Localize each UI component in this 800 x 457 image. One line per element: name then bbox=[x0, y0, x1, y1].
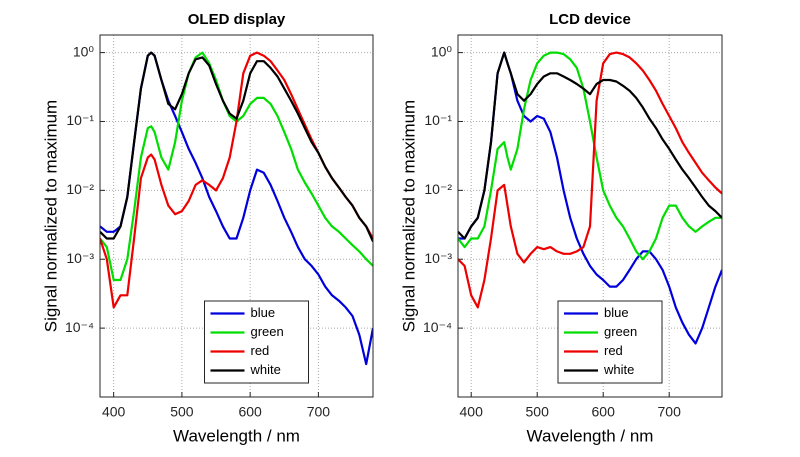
legend-label: red bbox=[251, 343, 270, 358]
legend-label: green bbox=[604, 324, 637, 339]
x-tick-label: 600 bbox=[592, 404, 616, 420]
y-tick-label: 10⁻² bbox=[66, 181, 94, 197]
y-tick-label: 10⁰ bbox=[73, 43, 95, 59]
x-tick-label: 700 bbox=[307, 404, 331, 420]
axes-box bbox=[99, 34, 374, 398]
legend-label: white bbox=[250, 362, 281, 377]
y-tick-label: 10⁻¹ bbox=[66, 112, 94, 128]
legend-label: blue bbox=[604, 305, 629, 320]
legend-label: red bbox=[604, 343, 623, 358]
y-tick-label: 10⁻⁴ bbox=[423, 319, 452, 335]
x-axis-label: Wavelength / nm bbox=[527, 426, 654, 445]
y-tick-label: 10⁻¹ bbox=[424, 112, 452, 128]
y-axis-label: Signal normalized to maximum bbox=[41, 100, 60, 332]
series-line bbox=[458, 51, 722, 261]
x-tick-label: 400 bbox=[460, 404, 484, 420]
series-line bbox=[100, 51, 373, 243]
y-tick-label: 10⁻³ bbox=[424, 250, 452, 266]
chart-panel: 10⁻⁴ 10⁻³ 10⁻² 10⁻¹ 10⁰ 400 500 600 700 LCD devic… bbox=[399, 11, 723, 445]
chart-panel: 10⁻⁴ 10⁻³ 10⁻² 10⁻¹ 10⁰ 400 500 600 700 OLED disp… bbox=[41, 11, 374, 445]
chart-title: OLED display bbox=[188, 11, 286, 28]
chart-title: LCD device bbox=[549, 11, 631, 28]
y-tick-label: 10⁻² bbox=[424, 181, 452, 197]
x-axis-label: Wavelength / nm bbox=[173, 426, 300, 445]
series-line bbox=[458, 51, 722, 309]
legend-label: blue bbox=[251, 305, 276, 320]
y-tick-label: 10⁻⁴ bbox=[65, 319, 94, 335]
legend-box bbox=[204, 300, 309, 384]
legend-box bbox=[557, 300, 663, 384]
x-tick-label: 400 bbox=[102, 404, 126, 420]
x-tick-label: 700 bbox=[658, 404, 682, 420]
series-line bbox=[458, 51, 722, 240]
axes-box bbox=[457, 34, 723, 398]
legend-label: white bbox=[603, 362, 634, 377]
x-tick-label: 500 bbox=[170, 404, 194, 420]
y-tick-label: 10⁻³ bbox=[66, 250, 94, 266]
x-tick-label: 600 bbox=[238, 404, 262, 420]
x-tick-label: 500 bbox=[526, 404, 550, 420]
y-axis-label: Signal normalized to maximum bbox=[399, 100, 418, 332]
legend-label: green bbox=[251, 324, 284, 339]
series-line bbox=[100, 51, 373, 282]
y-tick-label: 10⁰ bbox=[431, 43, 453, 59]
